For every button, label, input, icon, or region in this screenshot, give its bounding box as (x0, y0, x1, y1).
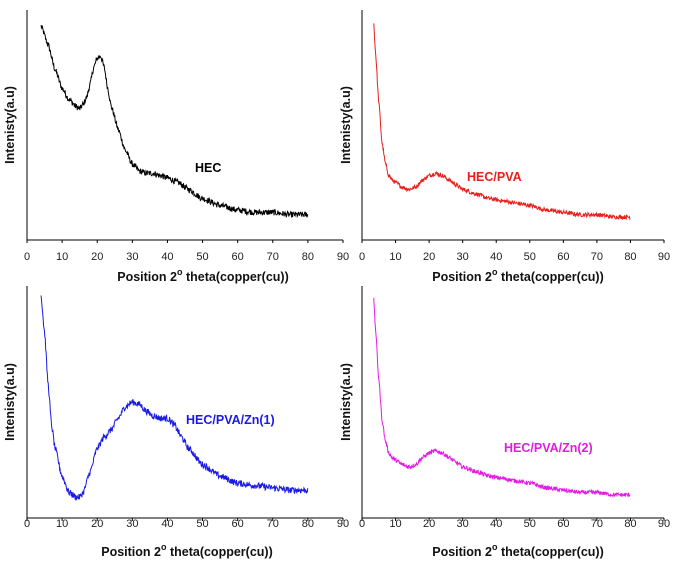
y-axis-title-zn2: Intenisty(a.u) (339, 363, 353, 441)
x-tick-label-zn2: 10 (389, 518, 401, 530)
panel-zn2: 0 10 20 30 40 50 60 70 80 90 Position 2o theta(cop… (339, 286, 670, 559)
x-tick-label-hecpva: 50 (524, 251, 536, 263)
x-tick-label-zn1: 0 (24, 518, 30, 530)
y-axis-title-zn1: Intenisty(a.u) (3, 363, 17, 441)
x-tick-label-hec: 70 (267, 251, 279, 263)
x-tick-label-hec: 40 (161, 251, 173, 263)
x-axis-title-zn2: Position 2o theta(copper(cu)) (432, 542, 603, 559)
x-tick-label-hec: 30 (126, 251, 138, 263)
series-line-hec (40, 25, 309, 219)
x-tick-label-zn1: 90 (337, 518, 349, 530)
series-line-zn2 (373, 297, 631, 499)
panel-hec: 0 10 20 30 40 50 60 70 80 90 Position 2o theta(cop… (3, 10, 349, 284)
x-tick-label-hec: 0 (24, 251, 30, 263)
x-tick-label-hecpva: 20 (423, 251, 435, 263)
y-axis-title-hecpva: Intenisty(a.u) (339, 86, 353, 164)
x-tick-label-hecpva: 70 (591, 251, 603, 263)
x-axis-title-hecpva: Position 2o theta(copper(cu)) (432, 267, 603, 284)
series-label-zn2: HEC/PVA/Zn(2) (504, 441, 593, 455)
x-tick-label-zn2: 60 (557, 518, 569, 530)
x-tick-label-hecpva: 60 (557, 251, 569, 263)
x-tick-label-zn2: 80 (624, 518, 636, 530)
panel-hecpva: 0 10 20 30 40 50 60 70 80 90 Position 2o theta(cop… (339, 10, 670, 284)
x-tick-label-hec: 80 (302, 251, 314, 263)
x-tick-label-zn1: 20 (91, 518, 103, 530)
x-tick-label-zn1: 30 (126, 518, 138, 530)
x-tick-label-hecpva: 30 (457, 251, 469, 263)
x-axis-title-zn1: Position 2o theta(copper(cu)) (101, 542, 272, 559)
x-tick-label-zn1: 40 (161, 518, 173, 530)
x-tick-label-zn2: 0 (359, 518, 365, 530)
x-tick-label-zn1: 10 (56, 518, 68, 530)
y-axis-title-hec: Intenisty(a.u) (3, 86, 17, 164)
x-tick-label-zn1: 70 (267, 518, 279, 530)
x-tick-label-hec: 10 (56, 251, 68, 263)
x-tick-label-zn2: 40 (490, 518, 502, 530)
x-tick-label-hecpva: 80 (624, 251, 636, 263)
x-tick-label-hec: 20 (91, 251, 103, 263)
x-tick-label-zn2: 50 (524, 518, 536, 530)
series-line-hecpva (373, 23, 631, 221)
x-tick-label-hec: 60 (232, 251, 244, 263)
x-tick-label-zn1: 80 (302, 518, 314, 530)
series-label-zn1: HEC/PVA/Zn(1) (186, 413, 275, 427)
x-tick-label-zn2: 90 (658, 518, 670, 530)
series-line-zn1 (40, 295, 309, 501)
x-tick-label-hecpva: 40 (490, 251, 502, 263)
x-tick-label-zn1: 50 (196, 518, 208, 530)
series-label-hec: HEC (195, 161, 221, 175)
x-tick-label-hec: 90 (337, 251, 349, 263)
x-tick-label-zn1: 60 (232, 518, 244, 530)
x-tick-label-zn2: 20 (423, 518, 435, 530)
x-tick-label-hecpva: 10 (389, 251, 401, 263)
x-tick-label-zn2: 30 (457, 518, 469, 530)
panel-zn1: 0 10 20 30 40 50 60 70 80 90 Position 2o theta(cop… (3, 286, 349, 559)
x-tick-label-zn2: 70 (591, 518, 603, 530)
series-label-hecpva: HEC/PVA (467, 170, 522, 184)
x-tick-label-hecpva: 0 (359, 251, 365, 263)
x-tick-label-hecpva: 90 (658, 251, 670, 263)
x-axis-title-hec: Position 2o theta(copper(cu)) (117, 267, 288, 284)
x-tick-label-hec: 50 (196, 251, 208, 263)
